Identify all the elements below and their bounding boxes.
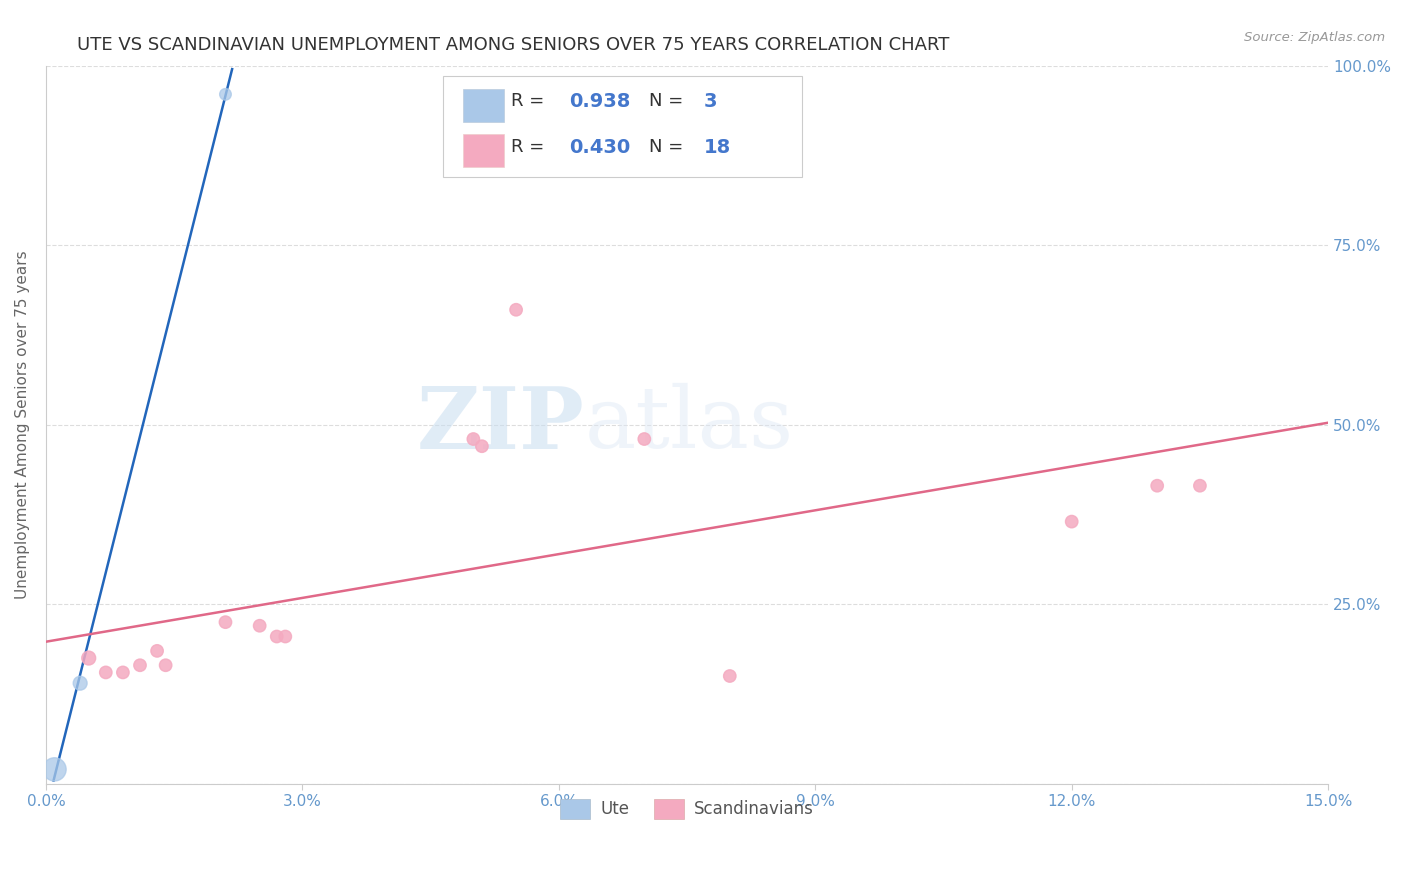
Text: 18: 18 [704, 137, 731, 157]
Point [1188, 479, 1211, 493]
Text: R =: R = [512, 138, 550, 156]
Point [111, 665, 134, 680]
Point [505, 302, 527, 317]
Text: N =: N = [648, 93, 689, 111]
Point [155, 658, 177, 673]
Point [274, 630, 297, 644]
FancyBboxPatch shape [443, 77, 803, 177]
Y-axis label: Unemployment Among Seniors over 75 years: Unemployment Among Seniors over 75 years [15, 251, 30, 599]
Point [1060, 515, 1083, 529]
Point [471, 439, 494, 453]
Point [249, 619, 271, 633]
Legend: Ute, Scandinavians: Ute, Scandinavians [554, 792, 821, 826]
Text: 3: 3 [704, 92, 717, 111]
Point [266, 630, 288, 644]
Point [633, 432, 655, 446]
FancyBboxPatch shape [463, 89, 503, 122]
Point [718, 669, 741, 683]
Text: 0.938: 0.938 [569, 92, 630, 111]
Text: atlas: atlas [585, 383, 793, 467]
Point [129, 658, 152, 673]
Point [463, 432, 485, 446]
Text: Source: ZipAtlas.com: Source: ZipAtlas.com [1244, 31, 1385, 45]
Point [94, 665, 117, 680]
Point [214, 615, 236, 629]
Point [1146, 479, 1168, 493]
FancyBboxPatch shape [463, 135, 503, 168]
Text: R =: R = [512, 93, 550, 111]
Text: UTE VS SCANDINAVIAN UNEMPLOYMENT AMONG SENIORS OVER 75 YEARS CORRELATION CHART: UTE VS SCANDINAVIAN UNEMPLOYMENT AMONG S… [77, 36, 949, 54]
Point [69, 676, 91, 690]
Text: 0.430: 0.430 [569, 137, 630, 157]
Point [214, 87, 236, 102]
Text: ZIP: ZIP [416, 383, 585, 467]
Point [146, 644, 169, 658]
Text: N =: N = [648, 138, 689, 156]
Point [44, 763, 66, 777]
Point [77, 651, 100, 665]
